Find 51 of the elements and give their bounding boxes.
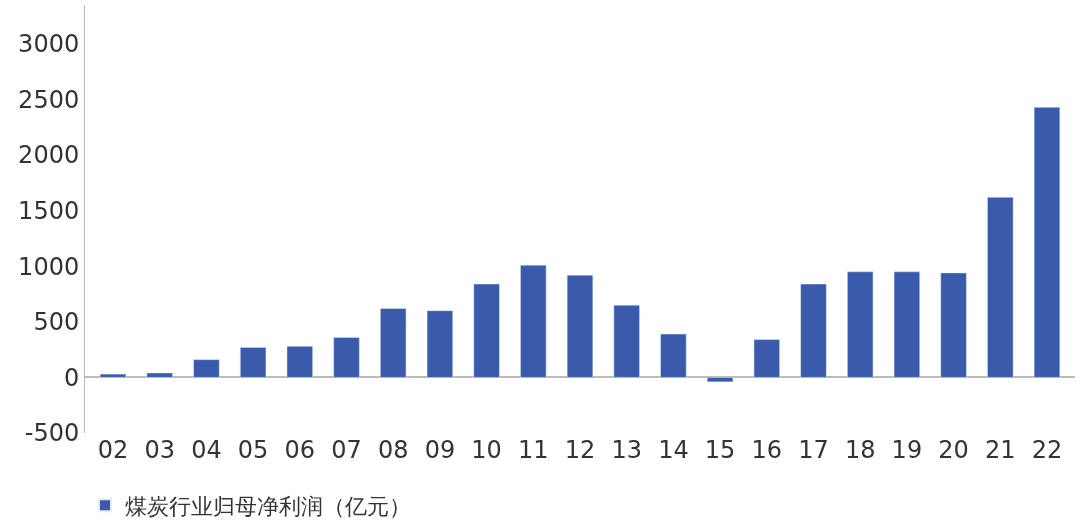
x-tick-label: 03 bbox=[144, 436, 175, 464]
x-tick-label: 21 bbox=[985, 436, 1016, 464]
x-tick-label: 13 bbox=[611, 436, 642, 464]
x-tick-label: 19 bbox=[891, 436, 923, 464]
bar bbox=[193, 359, 220, 378]
bar bbox=[520, 264, 547, 378]
bar bbox=[940, 272, 967, 378]
bar bbox=[893, 271, 920, 378]
bar bbox=[426, 310, 453, 378]
bar bbox=[333, 337, 360, 378]
x-tick-label: 15 bbox=[704, 436, 736, 464]
x-tick-label: 14 bbox=[658, 436, 689, 464]
x-tick-label: 11 bbox=[518, 436, 549, 464]
bar bbox=[240, 347, 267, 378]
x-tick-label: 04 bbox=[191, 436, 222, 464]
legend-label: 煤炭行业归母净利润（亿元） bbox=[125, 493, 411, 519]
bar bbox=[753, 339, 780, 378]
x-tick-label: 17 bbox=[798, 436, 829, 464]
bar bbox=[286, 346, 313, 378]
y-tick-label: 500 bbox=[33, 308, 80, 337]
y-tick-label: 2000 bbox=[18, 141, 80, 170]
bar bbox=[707, 377, 734, 383]
x-tick-label: 22 bbox=[1031, 436, 1063, 464]
x-tick-label: 08 bbox=[377, 436, 409, 464]
bar bbox=[800, 283, 827, 378]
x-tick-label: 09 bbox=[424, 436, 456, 464]
bar bbox=[146, 372, 173, 378]
bar bbox=[99, 373, 127, 378]
x-tick-label: 06 bbox=[284, 436, 316, 464]
bar bbox=[987, 197, 1014, 378]
y-tick-label: 2500 bbox=[18, 85, 80, 114]
y-tick-label: -500 bbox=[24, 419, 80, 448]
y-tick-label: 0 bbox=[63, 363, 80, 392]
y-tick-label: 3000 bbox=[18, 30, 80, 59]
bar bbox=[613, 304, 640, 378]
x-tick-label: 07 bbox=[331, 436, 362, 464]
bar bbox=[660, 333, 687, 378]
x-tick-label: 05 bbox=[237, 436, 269, 464]
x-tick-label: 16 bbox=[751, 436, 783, 464]
x-tick-label: 10 bbox=[471, 436, 502, 464]
bar bbox=[847, 271, 874, 378]
x-tick-label: 18 bbox=[844, 436, 876, 464]
x-tick-label: 20 bbox=[938, 436, 969, 464]
bar bbox=[473, 283, 500, 378]
x-tick-label: 02 bbox=[97, 436, 129, 464]
bar bbox=[1033, 107, 1061, 378]
y-tick-label: 1000 bbox=[18, 252, 80, 281]
bar bbox=[380, 308, 407, 378]
y-tick-label: 1500 bbox=[18, 197, 80, 226]
x-tick-label: 12 bbox=[564, 436, 596, 464]
bar bbox=[566, 274, 594, 378]
